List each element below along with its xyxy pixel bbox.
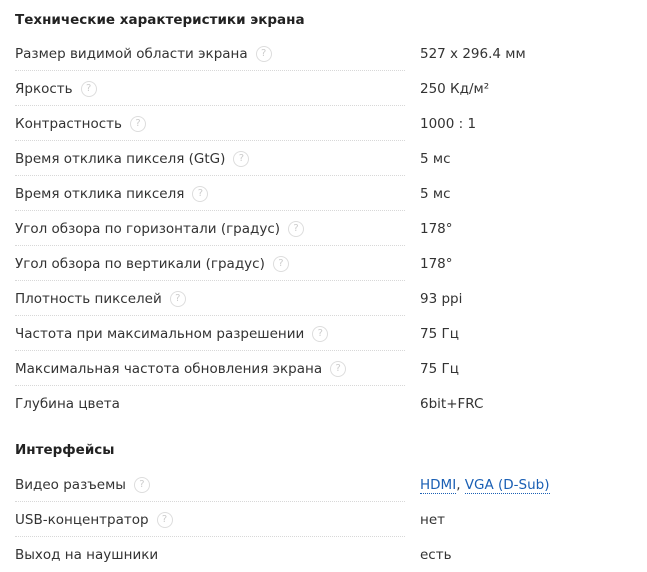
- spec-label: Частота при максимальном разрешении: [15, 325, 305, 342]
- spec-value: 75 Гц: [420, 360, 459, 377]
- spec-group: Размер видимой области экрана? 527 x 296.…: [15, 36, 647, 421]
- help-icon[interactable]: ?: [330, 360, 347, 377]
- spec-label-cell: Время отклика пикселя (GtG)?: [15, 141, 405, 176]
- spec-value: 178°: [420, 255, 453, 272]
- spec-label-cell: Видео разъемы?: [15, 467, 405, 502]
- spec-value: HDMI, VGA (D-Sub): [420, 476, 550, 494]
- spec-label-cell: Угол обзора по вертикали (градус)?: [15, 246, 405, 281]
- help-icon[interactable]: ?: [233, 150, 250, 167]
- spec-label-cell: Максимальная частота обновления экрана?: [15, 351, 405, 386]
- help-icon[interactable]: ?: [192, 185, 209, 202]
- spec-label: Контрастность: [15, 115, 122, 132]
- help-icon[interactable]: ?: [272, 255, 289, 272]
- spec-row: Угол обзора по горизонтали (градус)? 178°: [15, 211, 647, 246]
- section-title: Интерфейсы: [15, 442, 115, 458]
- spec-group: Видео разъемы? HDMI, VGA (D-Sub) USB-конце…: [15, 467, 647, 572]
- spec-row: Частота при максимальном разрешении? 75 Г…: [15, 316, 647, 351]
- spec-value: 527 x 296.4 мм: [420, 45, 526, 62]
- spec-label: Яркость: [15, 80, 73, 97]
- spec-value: 178°: [420, 220, 453, 237]
- spec-row: Видео разъемы? HDMI, VGA (D-Sub): [15, 467, 647, 502]
- spec-value: есть: [420, 546, 452, 563]
- spec-label: Видео разъемы: [15, 476, 126, 493]
- spec-label-cell: Выход на наушники: [15, 537, 405, 572]
- section-title: Технические характеристики экрана: [15, 12, 305, 28]
- spec-label-cell: USB-концентратор?: [15, 502, 405, 537]
- spec-row: USB-концентратор? нет: [15, 502, 647, 537]
- spec-row: Выход на наушники есть: [15, 537, 647, 572]
- spec-link[interactable]: VGA (D-Sub): [464, 476, 550, 494]
- help-icon[interactable]: ?: [156, 511, 173, 528]
- help-icon[interactable]: ?: [288, 220, 305, 237]
- spec-value: 75 Гц: [420, 325, 459, 342]
- spec-label: Угол обзора по горизонтали (градус): [15, 220, 281, 237]
- spec-label: Выход на наушники: [15, 547, 159, 563]
- spec-row: Контрастность? 1000 : 1: [15, 106, 647, 141]
- spec-label: Глубина цвета: [15, 396, 120, 412]
- spec-value: 250 Кд/м²: [420, 80, 490, 97]
- link-separator: ,: [456, 476, 465, 493]
- spec-row: Максимальная частота обновления экрана? 7…: [15, 351, 647, 386]
- help-icon[interactable]: ?: [312, 325, 329, 342]
- spec-value: 5 мс: [420, 185, 451, 202]
- help-icon[interactable]: ?: [130, 115, 146, 132]
- spec-value: 1000 : 1: [420, 115, 477, 132]
- specs-panel: Технические характеристики экрана Размер …: [15, 0, 647, 572]
- spec-label-cell: Частота при максимальном разрешении?: [15, 316, 405, 351]
- spec-label: Угол обзора по вертикали (градус): [15, 255, 265, 272]
- spec-label-cell: Яркость?: [15, 71, 405, 106]
- spec-row: Глубина цвета 6bit+FRC: [15, 386, 647, 421]
- spec-label: Время отклика пикселя (GtG): [15, 150, 226, 167]
- spec-value: нет: [420, 511, 445, 528]
- spec-label-cell: Угол обзора по горизонтали (градус)?: [15, 211, 405, 246]
- spec-label-cell: Плотность пикселей?: [15, 281, 405, 316]
- help-icon[interactable]: ?: [169, 290, 186, 307]
- help-icon[interactable]: ?: [133, 476, 150, 493]
- spec-row: Яркость? 250 Кд/м²: [15, 71, 647, 106]
- spec-row: Плотность пикселей? 93 ppi: [15, 281, 647, 316]
- help-icon[interactable]: ?: [255, 45, 272, 62]
- spec-label: Плотность пикселей: [15, 290, 162, 307]
- spec-value: 6bit+FRC: [420, 395, 484, 412]
- spec-row: Размер видимой области экрана? 527 x 296.…: [15, 36, 647, 71]
- spec-row: Время отклика пикселя (GtG)? 5 мс: [15, 141, 647, 176]
- spec-label-cell: Размер видимой области экрана?: [15, 36, 405, 71]
- spec-value: 5 мс: [420, 150, 451, 167]
- spec-value: 93 ppi: [420, 290, 463, 307]
- spec-label: Размер видимой области экрана: [15, 45, 248, 62]
- spec-row: Время отклика пикселя? 5 мс: [15, 176, 647, 211]
- spec-label: Максимальная частота обновления экрана: [15, 360, 323, 377]
- spec-label: USB-концентратор: [15, 511, 149, 528]
- spec-label-cell: Время отклика пикселя?: [15, 176, 405, 211]
- help-icon[interactable]: ?: [80, 80, 97, 97]
- spec-label-cell: Контрастность?: [15, 106, 405, 141]
- spec-label-cell: Глубина цвета: [15, 386, 405, 421]
- spec-link[interactable]: HDMI: [420, 476, 457, 494]
- spec-row: Угол обзора по вертикали (градус)? 178°: [15, 246, 647, 281]
- spec-label: Время отклика пикселя: [15, 185, 185, 202]
